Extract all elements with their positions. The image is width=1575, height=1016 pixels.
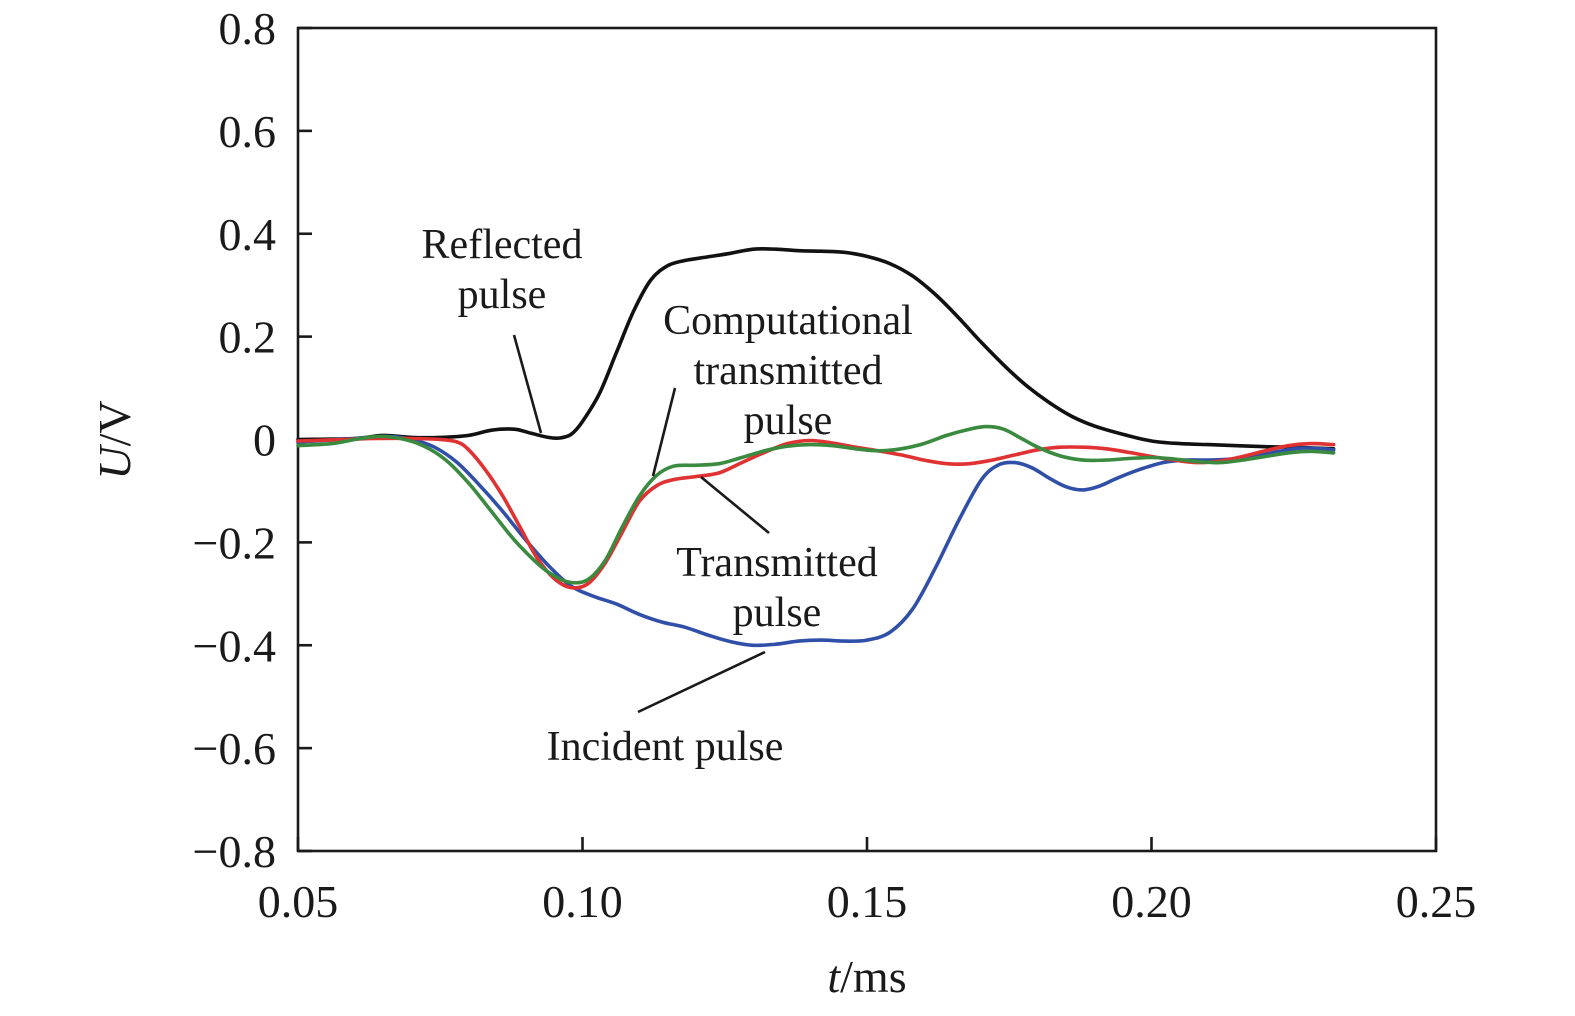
annotation-computational-line2: transmitted bbox=[694, 348, 883, 394]
x-axis-ticks: 0.05 0.10 0.15 0.20 0.25 bbox=[258, 837, 1477, 927]
annotation-leaders bbox=[512, 334, 770, 714]
series-line-reflected-pulse bbox=[296, 247, 1336, 451]
y-tick-label: 0.2 bbox=[219, 312, 277, 363]
y-tick-label: 0.4 bbox=[219, 209, 277, 260]
y-tick-label: −0.6 bbox=[193, 723, 276, 774]
annotation-transmitted-pulse: Transmitted pulse bbox=[676, 540, 877, 636]
annotation-reflected-line2: pulse bbox=[458, 272, 547, 318]
annotation-incident-pulse: Incident pulse bbox=[547, 724, 784, 770]
y-tick-label: −0.4 bbox=[193, 620, 276, 671]
x-axis-title: t/ms bbox=[827, 951, 906, 1002]
series-line-computational-transmitted-pulse bbox=[296, 424, 1336, 585]
y-tick-label: −0.2 bbox=[193, 517, 276, 568]
x-axis-var: t bbox=[827, 951, 841, 1002]
y-axis-title: U/V bbox=[89, 400, 140, 479]
annotation-reflected-pulse: Reflected pulse bbox=[422, 222, 583, 318]
y-axis-ticks: −0.8 −0.6 −0.4 −0.2 0 0.2 0.4 0.6 0.8 bbox=[193, 3, 312, 877]
y-axis-var: U bbox=[89, 444, 140, 480]
x-tick-label: 0.25 bbox=[1396, 876, 1477, 927]
plot-frame bbox=[296, 26, 1438, 853]
annotation-transmitted-line2: pulse bbox=[733, 590, 822, 636]
leader-computational bbox=[651, 387, 677, 477]
series-line-incident-pulse bbox=[296, 434, 1336, 648]
y-tick-label: −0.8 bbox=[193, 826, 276, 877]
y-axis-unit: /V bbox=[89, 400, 140, 446]
annotation-computational-line1: Computational bbox=[663, 298, 913, 344]
y-tick-label: 0.6 bbox=[219, 106, 277, 157]
y-tick-label: 0.8 bbox=[219, 3, 277, 54]
leader-reflected bbox=[512, 334, 543, 434]
series-layer bbox=[296, 247, 1336, 648]
x-tick-label: 0.10 bbox=[542, 876, 623, 927]
y-tick-label: 0 bbox=[253, 415, 276, 466]
x-axis-unit: /ms bbox=[840, 951, 906, 1002]
annotation-computational-line3: pulse bbox=[744, 398, 833, 444]
leader-incident bbox=[637, 650, 766, 714]
x-tick-label: 0.20 bbox=[1111, 876, 1192, 927]
x-tick-label: 0.15 bbox=[827, 876, 908, 927]
annotation-computational-transmitted-pulse: Computational transmitted pulse bbox=[663, 298, 913, 444]
annotation-reflected-line1: Reflected bbox=[422, 222, 583, 268]
annotation-incident-line1: Incident pulse bbox=[547, 724, 784, 770]
annotation-transmitted-line1: Transmitted bbox=[676, 540, 877, 586]
leader-transmitted bbox=[700, 475, 770, 535]
x-tick-label: 0.05 bbox=[258, 876, 339, 927]
